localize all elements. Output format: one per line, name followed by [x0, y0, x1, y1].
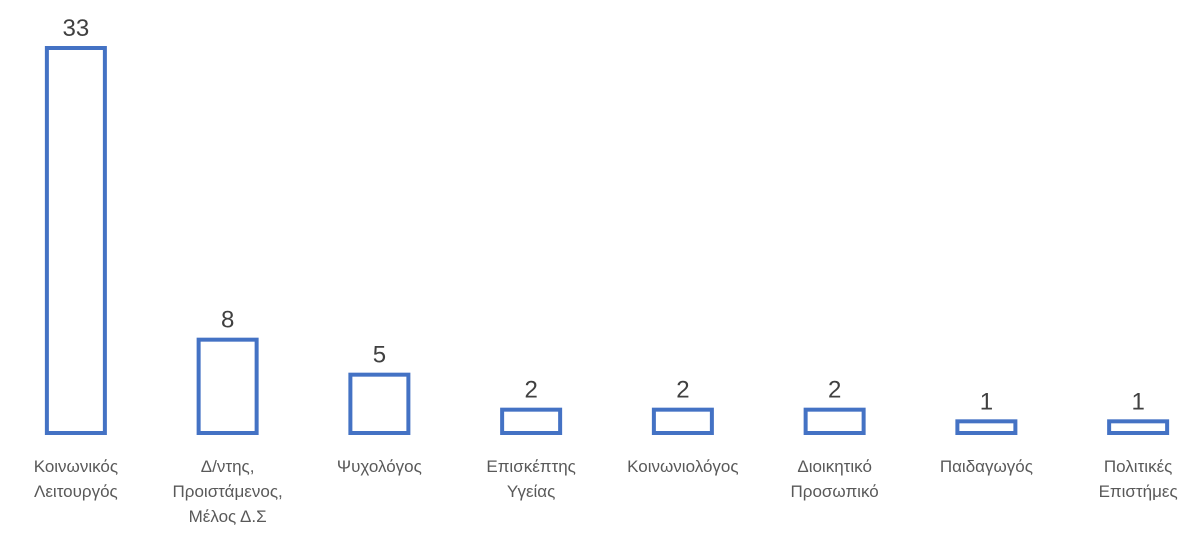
x-axis-tick-labels: Κοινωνικός Λειτουργός Δ/ντης, Προιστάμενος,… — [34, 457, 1178, 526]
data-labels-group: 33 8 5 2 2 2 1 1 — [63, 15, 1145, 415]
bar-7 — [955, 419, 1018, 435]
data-label-4: 2 — [524, 377, 537, 404]
data-label-2: 8 — [221, 307, 234, 334]
bar-3 — [348, 372, 411, 436]
x-tick-label-1: Κοινωνικός Λειτουργός — [34, 457, 118, 501]
x-tick-label-6: Διοικητικό Προσωπικό — [791, 457, 879, 501]
x-tick-label-line: Επιστήμες — [1099, 482, 1178, 501]
data-label-6: 2 — [828, 377, 841, 404]
x-tick-label-line: Κοινωνικός — [34, 457, 118, 476]
x-tick-label-line: Προιστάμενος, — [173, 482, 283, 501]
data-label-5: 2 — [676, 377, 689, 404]
x-tick-label-line: Επισκέπτης — [486, 457, 576, 476]
x-tick-label-5: Κοινωνιολόγος — [627, 457, 738, 476]
bar-6 — [803, 407, 866, 436]
bar-2 — [196, 337, 259, 436]
x-tick-label-line: Μέλος Δ.Σ — [189, 507, 267, 526]
x-tick-label-line: Διοικητικό — [797, 457, 872, 476]
data-label-8: 1 — [1131, 388, 1144, 415]
x-tick-label-line: Πολιτικές — [1104, 457, 1172, 476]
bar-5 — [651, 407, 714, 436]
x-tick-label-line: Λειτουργός — [34, 482, 118, 501]
x-tick-label-8: Πολιτικές Επιστήμες — [1099, 457, 1178, 501]
data-label-1: 33 — [63, 15, 90, 42]
bar-4 — [500, 407, 563, 436]
bar-1 — [44, 46, 107, 435]
x-tick-label-line: Παιδαγωγός — [940, 457, 1033, 476]
x-tick-label-4: Επισκέπτης Υγείας — [486, 457, 576, 501]
x-tick-label-line: Δ/ντης, — [201, 457, 255, 476]
bar-8 — [1107, 419, 1170, 435]
data-label-7: 1 — [980, 388, 993, 415]
data-label-3: 5 — [373, 342, 386, 369]
x-tick-label-3: Ψυχολόγος — [337, 457, 422, 476]
x-tick-label-line: Ψυχολόγος — [337, 457, 422, 476]
x-tick-label-7: Παιδαγωγός — [940, 457, 1033, 476]
x-tick-label-line: Κοινωνιολόγος — [627, 457, 738, 476]
x-tick-label-2: Δ/ντης, Προιστάμενος, Μέλος Δ.Σ — [173, 457, 283, 526]
x-tick-label-line: Υγείας — [507, 482, 555, 501]
x-tick-label-line: Προσωπικό — [791, 482, 879, 501]
bars-group — [44, 46, 1170, 436]
